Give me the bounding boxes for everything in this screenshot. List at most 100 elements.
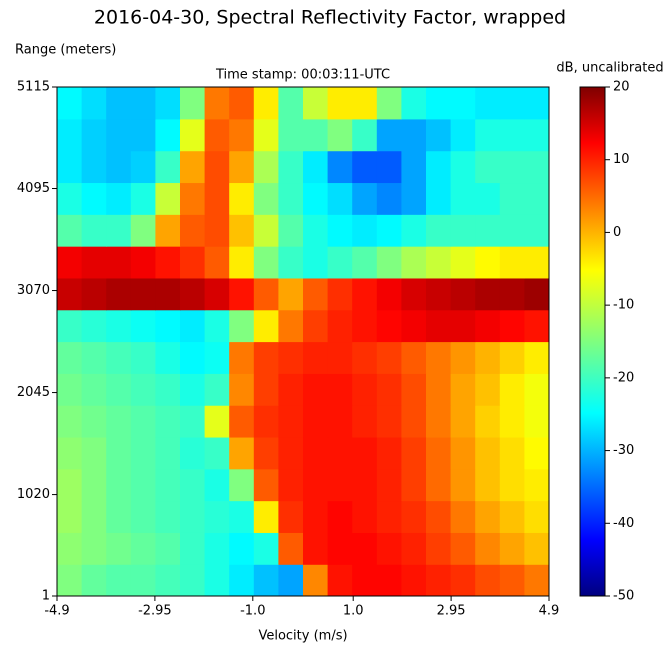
heatmap-cell xyxy=(278,182,304,215)
heatmap-cell xyxy=(130,150,156,184)
heatmap-cell xyxy=(229,214,255,247)
y-tick-label: 1020 xyxy=(17,487,50,502)
heatmap-cell xyxy=(57,246,83,279)
heatmap-cell xyxy=(180,118,206,152)
heatmap-cell xyxy=(57,500,83,533)
heatmap-cell xyxy=(376,468,402,502)
heatmap-cell xyxy=(204,277,230,311)
heatmap-cell xyxy=(426,500,452,533)
heatmap-cell xyxy=(57,564,83,596)
heatmap xyxy=(57,87,549,596)
heatmap-cell xyxy=(499,468,525,502)
heatmap-cell xyxy=(303,436,329,470)
heatmap-cell xyxy=(180,341,206,374)
heatmap-cell xyxy=(180,373,206,406)
heatmap-cell xyxy=(106,532,132,565)
heatmap-cell xyxy=(475,436,501,470)
heatmap-cell xyxy=(253,309,279,343)
heatmap-cell xyxy=(401,87,427,120)
heatmap-cell xyxy=(106,309,132,343)
heatmap-cell xyxy=(155,341,181,374)
heatmap-cell xyxy=(352,341,378,374)
heatmap-cell xyxy=(155,373,181,406)
heatmap-cell xyxy=(303,150,329,184)
heatmap-cell xyxy=(450,405,476,438)
heatmap-cell xyxy=(352,564,378,596)
heatmap-cell xyxy=(278,468,304,502)
heatmap-cell xyxy=(352,214,378,247)
heatmap-cell xyxy=(475,87,501,120)
heatmap-cell xyxy=(376,500,402,533)
heatmap-cell xyxy=(57,118,83,152)
colorbar-tick-label: -30 xyxy=(613,443,634,458)
heatmap-cell xyxy=(57,277,83,311)
colorbar-tick-label: 10 xyxy=(613,152,630,167)
heatmap-cell xyxy=(303,182,329,215)
heatmap-cell xyxy=(327,182,353,215)
heatmap-cell xyxy=(57,150,83,184)
heatmap-cell xyxy=(450,214,476,247)
colorbar-tick-label: -20 xyxy=(613,370,634,385)
heatmap-cell xyxy=(253,532,279,565)
heatmap-cell xyxy=(426,277,452,311)
heatmap-cell xyxy=(253,468,279,502)
heatmap-cell xyxy=(475,500,501,533)
heatmap-cell xyxy=(106,277,132,311)
heatmap-cell xyxy=(426,309,452,343)
heatmap-cell xyxy=(303,246,329,279)
heatmap-cell xyxy=(499,405,525,438)
heatmap-cell xyxy=(450,309,476,343)
heatmap-cell xyxy=(401,150,427,184)
colorbar-tick-label: -10 xyxy=(613,298,634,313)
heatmap-cell xyxy=(229,277,255,311)
heatmap-cell xyxy=(327,405,353,438)
heatmap-cell xyxy=(303,468,329,502)
heatmap-cell xyxy=(524,309,549,343)
y-tick-label: 4095 xyxy=(17,181,50,196)
heatmap-cell xyxy=(450,277,476,311)
heatmap-cell xyxy=(155,118,181,152)
heatmap-cell xyxy=(81,373,107,406)
heatmap-cell xyxy=(450,118,476,152)
heatmap-cell xyxy=(426,564,452,596)
heatmap-cell xyxy=(81,532,107,565)
colorbar xyxy=(579,86,606,597)
heatmap-cell xyxy=(524,118,549,152)
heatmap-cell xyxy=(426,214,452,247)
heatmap-cell xyxy=(376,150,402,184)
heatmap-cell xyxy=(303,373,329,406)
heatmap-cell xyxy=(524,150,549,184)
heatmap-cell xyxy=(450,341,476,374)
heatmap-cell xyxy=(81,246,107,279)
heatmap-cell xyxy=(475,373,501,406)
heatmap-cell xyxy=(376,214,402,247)
heatmap-cell xyxy=(130,214,156,247)
heatmap-cell xyxy=(130,468,156,502)
heatmap-cell xyxy=(352,246,378,279)
heatmap-cell xyxy=(253,500,279,533)
heatmap-cell xyxy=(450,564,476,596)
heatmap-cell xyxy=(106,182,132,215)
heatmap-cell xyxy=(155,309,181,343)
chart-title: 2016-04-30, Spectral Reflectivity Factor… xyxy=(94,7,566,29)
heatmap-cell xyxy=(401,341,427,374)
heatmap-cell xyxy=(57,468,83,502)
heatmap-cell xyxy=(303,214,329,247)
heatmap-cell xyxy=(253,277,279,311)
heatmap-cell xyxy=(401,214,427,247)
heatmap-cell xyxy=(130,532,156,565)
heatmap-cell xyxy=(253,182,279,215)
heatmap-cell xyxy=(327,532,353,565)
heatmap-cell xyxy=(303,341,329,374)
x-tick-label: -2.95 xyxy=(138,604,172,619)
heatmap-cell xyxy=(155,564,181,596)
colorbar-tick-label: -50 xyxy=(613,589,634,604)
heatmap-cell xyxy=(475,246,501,279)
heatmap-cell xyxy=(106,214,132,247)
heatmap-cell xyxy=(327,436,353,470)
heatmap-cell xyxy=(401,309,427,343)
heatmap-cell xyxy=(426,373,452,406)
heatmap-cell xyxy=(180,150,206,184)
heatmap-cell xyxy=(155,182,181,215)
heatmap-cell xyxy=(204,309,230,343)
